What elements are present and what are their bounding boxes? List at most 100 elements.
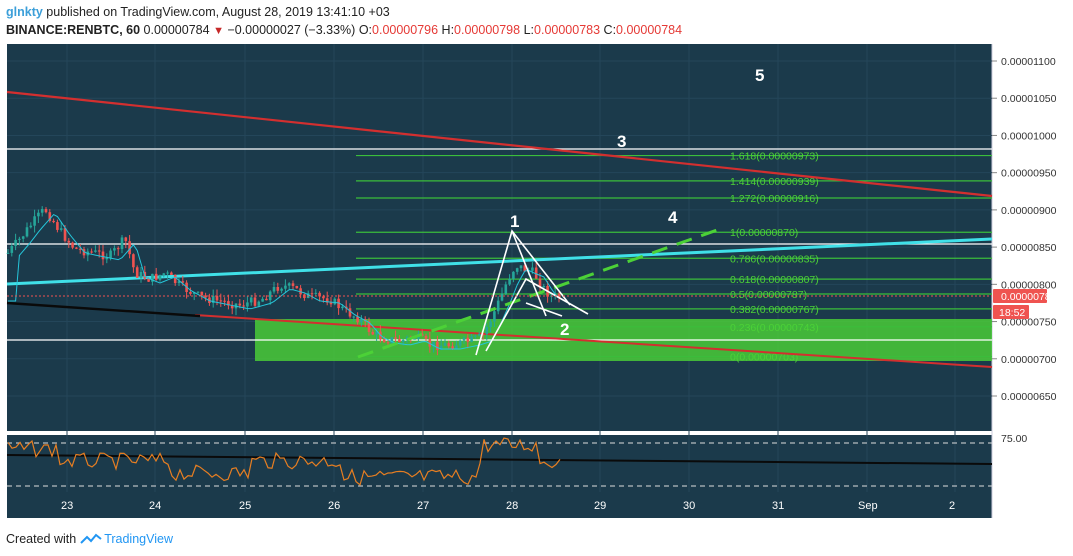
candle-body (48, 212, 52, 221)
candle-body (29, 225, 33, 228)
down-arrow-icon: ▼ (213, 25, 224, 37)
footer: Created with TradingView (6, 529, 173, 549)
candle-body (265, 298, 268, 301)
symbol-name[interactable]: BINANCE:RENBTC, 60 (6, 23, 141, 37)
candle-body (14, 239, 17, 247)
candle-body (318, 292, 321, 297)
price-tick-label: 0.00001100 (1001, 56, 1056, 68)
candle-body (151, 273, 154, 282)
candle-body (329, 302, 333, 305)
price-tick-label: 0.00000800 (1001, 279, 1057, 291)
wave-impulse-lines-2[interactable] (485, 277, 589, 352)
candle-body (325, 298, 329, 303)
open-label: O: (358, 23, 373, 37)
candle-body (170, 272, 173, 275)
tradingview-cloud-icon (80, 533, 102, 544)
price-tick-label: 0.00000850 (1001, 242, 1057, 254)
candle-body (116, 248, 120, 250)
rsi-trend-line[interactable] (6, 454, 993, 465)
candle-body (508, 279, 511, 285)
descending-resistance-line[interactable] (6, 90, 993, 198)
candle-body (477, 334, 481, 336)
candle-body (485, 327, 489, 335)
candle-body (542, 285, 546, 288)
candle-body (227, 301, 230, 306)
candle-body (219, 300, 223, 302)
wave-label-2: 2 (560, 320, 569, 339)
time-axis[interactable] (7, 492, 992, 518)
candle-body (105, 257, 109, 260)
time-label: 28 (506, 500, 518, 512)
candle-body (33, 216, 36, 226)
candlesticks (6, 206, 561, 356)
candle-body (253, 297, 257, 306)
candle-body (390, 337, 394, 344)
candle-body (333, 298, 337, 305)
candle-body (428, 338, 432, 347)
candle-body (261, 298, 264, 302)
wave-impulse-lines[interactable] (475, 229, 571, 356)
candle-body (493, 311, 496, 322)
time-label: 25 (239, 500, 251, 512)
candle-body (21, 236, 25, 239)
time-label: 30 (683, 500, 695, 512)
candle-body (173, 274, 177, 284)
candle-body (132, 254, 135, 268)
candle-body (367, 321, 371, 332)
price-axis[interactable] (992, 44, 1066, 518)
candle-body (215, 295, 219, 301)
fib-level-label: 0.236(0.00000743) (730, 322, 819, 334)
candle-body (470, 336, 473, 342)
candle-body (139, 271, 143, 278)
fibonacci-extension[interactable]: 1.618(0.00000973) 1.414(0.00000939) 1.272(… (356, 151, 992, 364)
time-label: 27 (417, 500, 429, 512)
candle-body (230, 305, 234, 309)
candle-body (246, 302, 249, 307)
fib-level-label: 1(0.00000870) (730, 227, 798, 239)
low-value: 0.00000783 (534, 23, 601, 37)
wave-two-line[interactable] (511, 230, 547, 317)
candle-body (71, 242, 74, 248)
candle-body (196, 291, 200, 293)
tradingview-logo[interactable]: TradingView (80, 532, 173, 546)
price-tick-label: 0.00000650 (1001, 391, 1057, 403)
candle-body (120, 237, 124, 250)
candle-body (481, 334, 485, 336)
price-chart[interactable]: 1.618(0.00000973) 1.414(0.00000939) 1.272(… (0, 41, 1073, 527)
cyan-trend-line[interactable] (6, 237, 993, 286)
fib-level-label: 0.382(0.00000767) (730, 304, 819, 316)
green-dashed-trend[interactable] (357, 227, 721, 359)
created-with-text: Created with (6, 532, 77, 546)
candle-body (466, 337, 470, 342)
symbol-line: BINANCE:RENBTC, 60 0.00000784 ▼ −0.00000… (6, 21, 1066, 40)
candle-body (257, 301, 261, 306)
candle-body (59, 228, 63, 230)
price-change: −0.00000027 (−3.33%) (227, 23, 356, 37)
lower-channel-line[interactable] (194, 314, 993, 368)
candle-body (531, 267, 534, 271)
candle-body (356, 316, 359, 323)
candle-body (447, 343, 451, 347)
countdown-tag (993, 305, 1029, 319)
candle-body (135, 267, 139, 278)
candle-body (75, 247, 78, 249)
high-value: 0.00000798 (454, 23, 521, 37)
price-tick-label: 0.00000700 (1001, 354, 1057, 366)
black-support-line[interactable] (6, 301, 201, 318)
candle-body (181, 281, 185, 283)
candle-body (280, 288, 283, 291)
candle-body (192, 292, 196, 294)
publisher-name[interactable]: glnkty (6, 5, 43, 19)
candle-body (534, 267, 538, 279)
candle-body (462, 337, 466, 341)
candle-body (458, 340, 462, 346)
candle-body (432, 341, 435, 347)
candle-body (40, 209, 44, 213)
time-label: 31 (772, 500, 784, 512)
candle-body (352, 316, 356, 318)
moving-average-line (8, 213, 560, 350)
candle-body (413, 338, 416, 340)
wave-two-line-b[interactable] (525, 302, 563, 317)
candle-body (451, 346, 454, 349)
candle-body (147, 278, 150, 282)
